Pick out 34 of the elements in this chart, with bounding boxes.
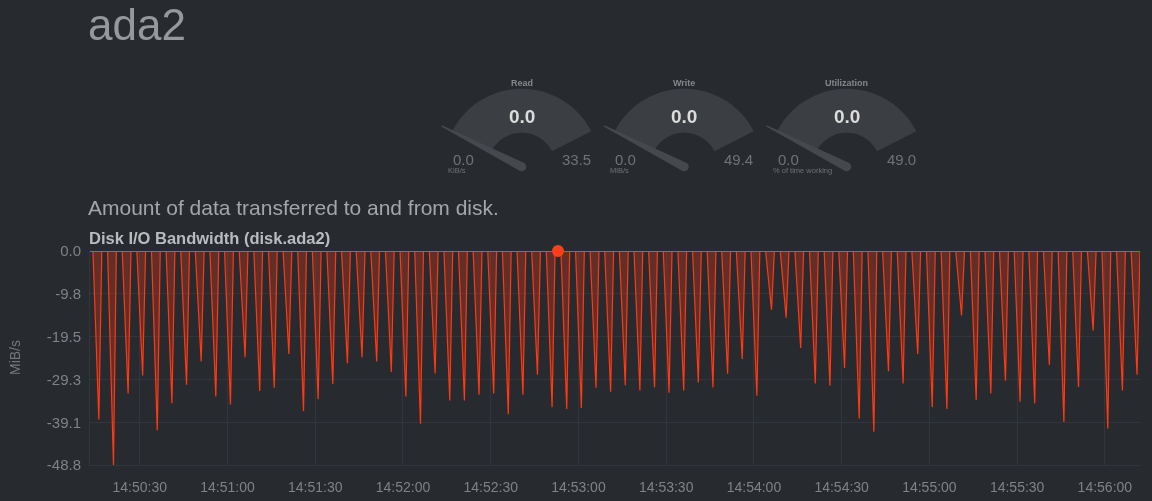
x-tick-label: 14:52:30	[463, 478, 519, 495]
text: ada2	[88, 0, 186, 49]
chart-title: Disk I/O Bandwidth (disk.ada2)	[89, 229, 331, 247]
text: Read	[511, 78, 534, 88]
data-label: 0.0	[778, 151, 799, 168]
x-tick-label: 14:53:30	[638, 478, 694, 495]
data-label: 0.0	[615, 151, 636, 168]
x-tick-label: 14:54:30	[814, 478, 870, 495]
data-label: 0.0	[453, 151, 474, 168]
data-label: 33.5	[562, 151, 592, 168]
x-tick-label: 14:51:00	[200, 478, 255, 495]
text: Amount of data transferred to and from disk.	[88, 196, 499, 219]
x-tick-label: 14:52:00	[375, 478, 431, 495]
x-tick-label: 14:55:30	[989, 478, 1045, 495]
data-label: 49.0	[887, 151, 917, 168]
x-tick-label: 14:54:00	[726, 478, 782, 495]
x-tick-label: 14:53:00	[551, 478, 606, 495]
y-axis-title: MiB/s	[7, 340, 23, 375]
y-tick-label: -39.1	[46, 413, 81, 431]
y-tick-label: -29.3	[46, 370, 81, 388]
text: Utilization	[825, 78, 868, 88]
y-tick-label: 0.0	[60, 242, 81, 260]
data-label: 49.4	[724, 151, 754, 168]
y-tick-label: -9.8	[55, 285, 81, 303]
x-tick-label: 14:50:30	[112, 478, 168, 495]
data-label: 0.0	[671, 106, 698, 127]
y-tick-label: -48.8	[46, 456, 81, 474]
data-label: 0.0	[509, 106, 536, 127]
data-label: 0.0	[834, 106, 861, 127]
y-tick-label: -19.5	[46, 327, 81, 345]
x-tick-label: 14:56:00	[1077, 478, 1133, 495]
x-tick-label: 14:55:00	[902, 478, 957, 495]
text: Write	[673, 78, 696, 88]
x-tick-label: 14:51:30	[287, 478, 343, 495]
